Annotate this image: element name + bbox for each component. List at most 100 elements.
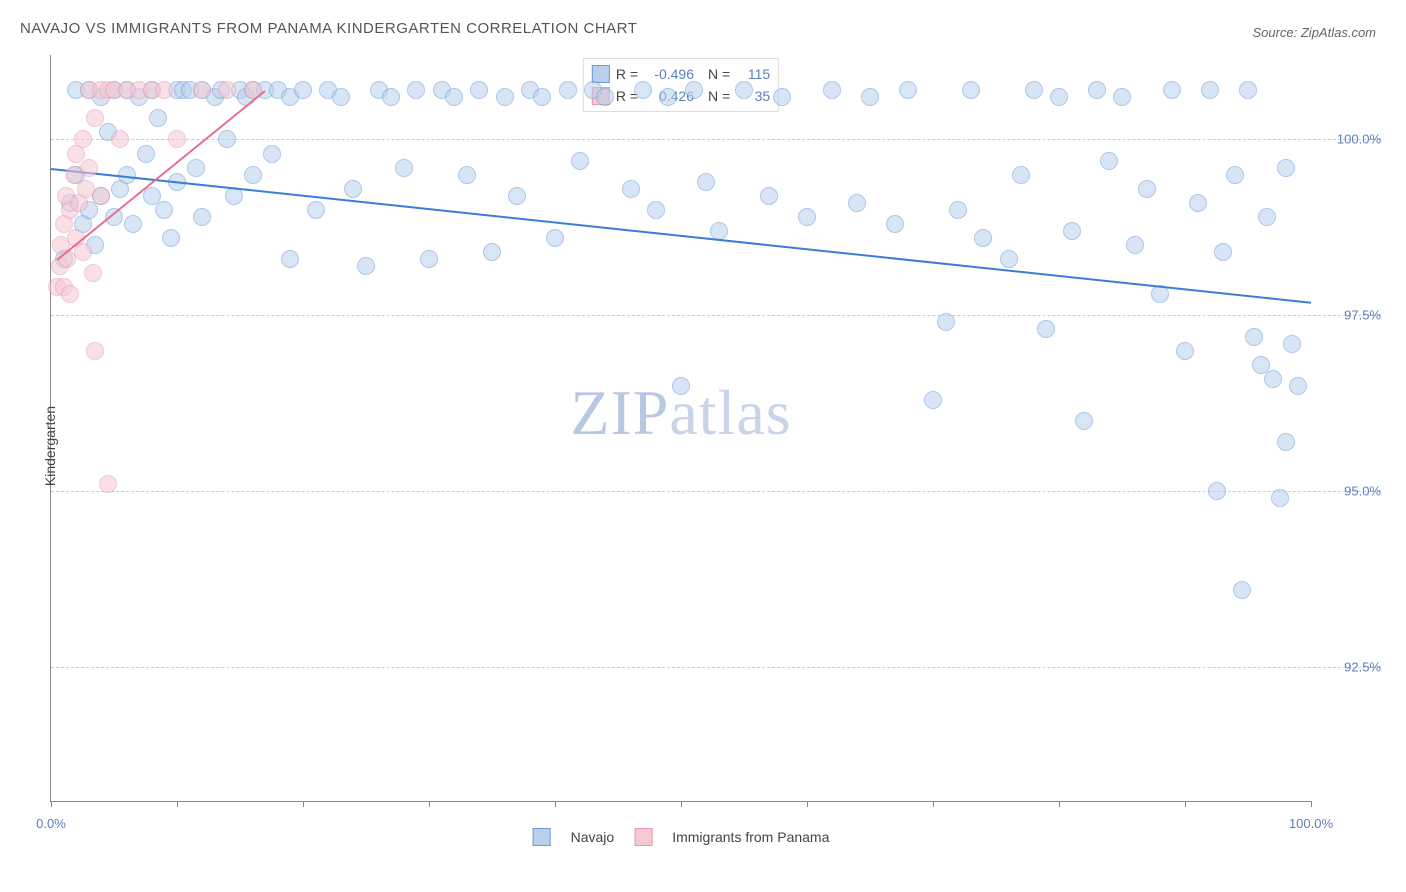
- scatter-point: [949, 201, 967, 219]
- x-tick-label: 0.0%: [36, 816, 66, 831]
- x-tick: [555, 801, 556, 807]
- scatter-point: [1214, 243, 1232, 261]
- scatter-point: [99, 475, 117, 493]
- scatter-point: [1277, 433, 1295, 451]
- gridline: [51, 491, 1381, 492]
- scatter-point: [74, 130, 92, 148]
- scatter-point: [1050, 88, 1068, 106]
- scatter-point: [647, 201, 665, 219]
- chart-plot-area: ZIPatlas R =-0.496N =115R =0.426N =35 Na…: [50, 55, 1311, 802]
- scatter-point: [1138, 180, 1156, 198]
- scatter-point: [61, 285, 79, 303]
- scatter-point: [162, 229, 180, 247]
- scatter-point: [1113, 88, 1131, 106]
- legend-swatch: [634, 828, 652, 846]
- x-tick: [1059, 801, 1060, 807]
- scatter-point: [1163, 81, 1181, 99]
- scatter-point: [395, 159, 413, 177]
- y-tick-label: 100.0%: [1321, 132, 1381, 147]
- x-tick-label: 100.0%: [1289, 816, 1333, 831]
- scatter-point: [1176, 342, 1194, 360]
- x-tick: [429, 801, 430, 807]
- scatter-point: [1239, 81, 1257, 99]
- scatter-point: [155, 201, 173, 219]
- scatter-point: [508, 187, 526, 205]
- legend-series-name: Navajo: [571, 829, 615, 845]
- y-tick-label: 95.0%: [1321, 484, 1381, 499]
- scatter-point: [92, 187, 110, 205]
- scatter-point: [84, 264, 102, 282]
- legend-r-value: -0.496: [644, 63, 694, 85]
- legend-n-label: N =: [708, 85, 730, 107]
- scatter-point: [124, 215, 142, 233]
- scatter-point: [823, 81, 841, 99]
- scatter-point: [218, 130, 236, 148]
- scatter-point: [344, 180, 362, 198]
- scatter-point: [218, 81, 236, 99]
- scatter-point: [559, 81, 577, 99]
- gridline: [51, 315, 1381, 316]
- scatter-point: [168, 130, 186, 148]
- scatter-point: [1271, 489, 1289, 507]
- scatter-point: [937, 313, 955, 331]
- scatter-point: [1226, 166, 1244, 184]
- legend-series-name: Immigrants from Panama: [672, 829, 829, 845]
- scatter-point: [1063, 222, 1081, 240]
- scatter-point: [1201, 81, 1219, 99]
- scatter-point: [735, 81, 753, 99]
- scatter-point: [596, 88, 614, 106]
- legend-swatch: [533, 828, 551, 846]
- legend-swatch: [592, 65, 610, 83]
- chart-title: NAVAJO VS IMMIGRANTS FROM PANAMA KINDERG…: [20, 20, 637, 37]
- scatter-point: [659, 88, 677, 106]
- scatter-point: [1126, 236, 1144, 254]
- legend-n-label: N =: [708, 63, 730, 85]
- scatter-point: [86, 342, 104, 360]
- scatter-point: [470, 81, 488, 99]
- scatter-point: [798, 208, 816, 226]
- x-tick: [51, 801, 52, 807]
- scatter-point: [420, 250, 438, 268]
- scatter-point: [1100, 152, 1118, 170]
- scatter-point: [1189, 194, 1207, 212]
- scatter-point: [760, 187, 778, 205]
- x-tick: [177, 801, 178, 807]
- scatter-point: [74, 243, 92, 261]
- scatter-point: [634, 81, 652, 99]
- scatter-point: [307, 201, 325, 219]
- scatter-point: [685, 81, 703, 99]
- scatter-point: [1245, 328, 1263, 346]
- scatter-point: [263, 145, 281, 163]
- x-tick: [1185, 801, 1186, 807]
- y-tick-label: 92.5%: [1321, 660, 1381, 675]
- series-legend: Navajo Immigrants from Panama: [533, 828, 830, 846]
- scatter-point: [672, 377, 690, 395]
- scatter-point: [281, 250, 299, 268]
- scatter-point: [1289, 377, 1307, 395]
- scatter-point: [1012, 166, 1030, 184]
- scatter-point: [546, 229, 564, 247]
- gridline: [51, 667, 1381, 668]
- scatter-point: [1277, 159, 1295, 177]
- scatter-point: [193, 208, 211, 226]
- scatter-point: [244, 166, 262, 184]
- x-tick: [303, 801, 304, 807]
- scatter-point: [1264, 370, 1282, 388]
- scatter-point: [924, 391, 942, 409]
- scatter-point: [1208, 482, 1226, 500]
- y-axis-label: Kindergarten: [42, 406, 58, 486]
- scatter-point: [1037, 320, 1055, 338]
- y-tick-label: 97.5%: [1321, 308, 1381, 323]
- scatter-point: [407, 81, 425, 99]
- scatter-point: [80, 159, 98, 177]
- scatter-point: [848, 194, 866, 212]
- trend-line: [51, 168, 1311, 304]
- scatter-point: [962, 81, 980, 99]
- scatter-point: [533, 88, 551, 106]
- scatter-point: [193, 81, 211, 99]
- scatter-point: [187, 159, 205, 177]
- scatter-point: [899, 81, 917, 99]
- scatter-point: [1075, 412, 1093, 430]
- scatter-point: [137, 145, 155, 163]
- scatter-point: [773, 88, 791, 106]
